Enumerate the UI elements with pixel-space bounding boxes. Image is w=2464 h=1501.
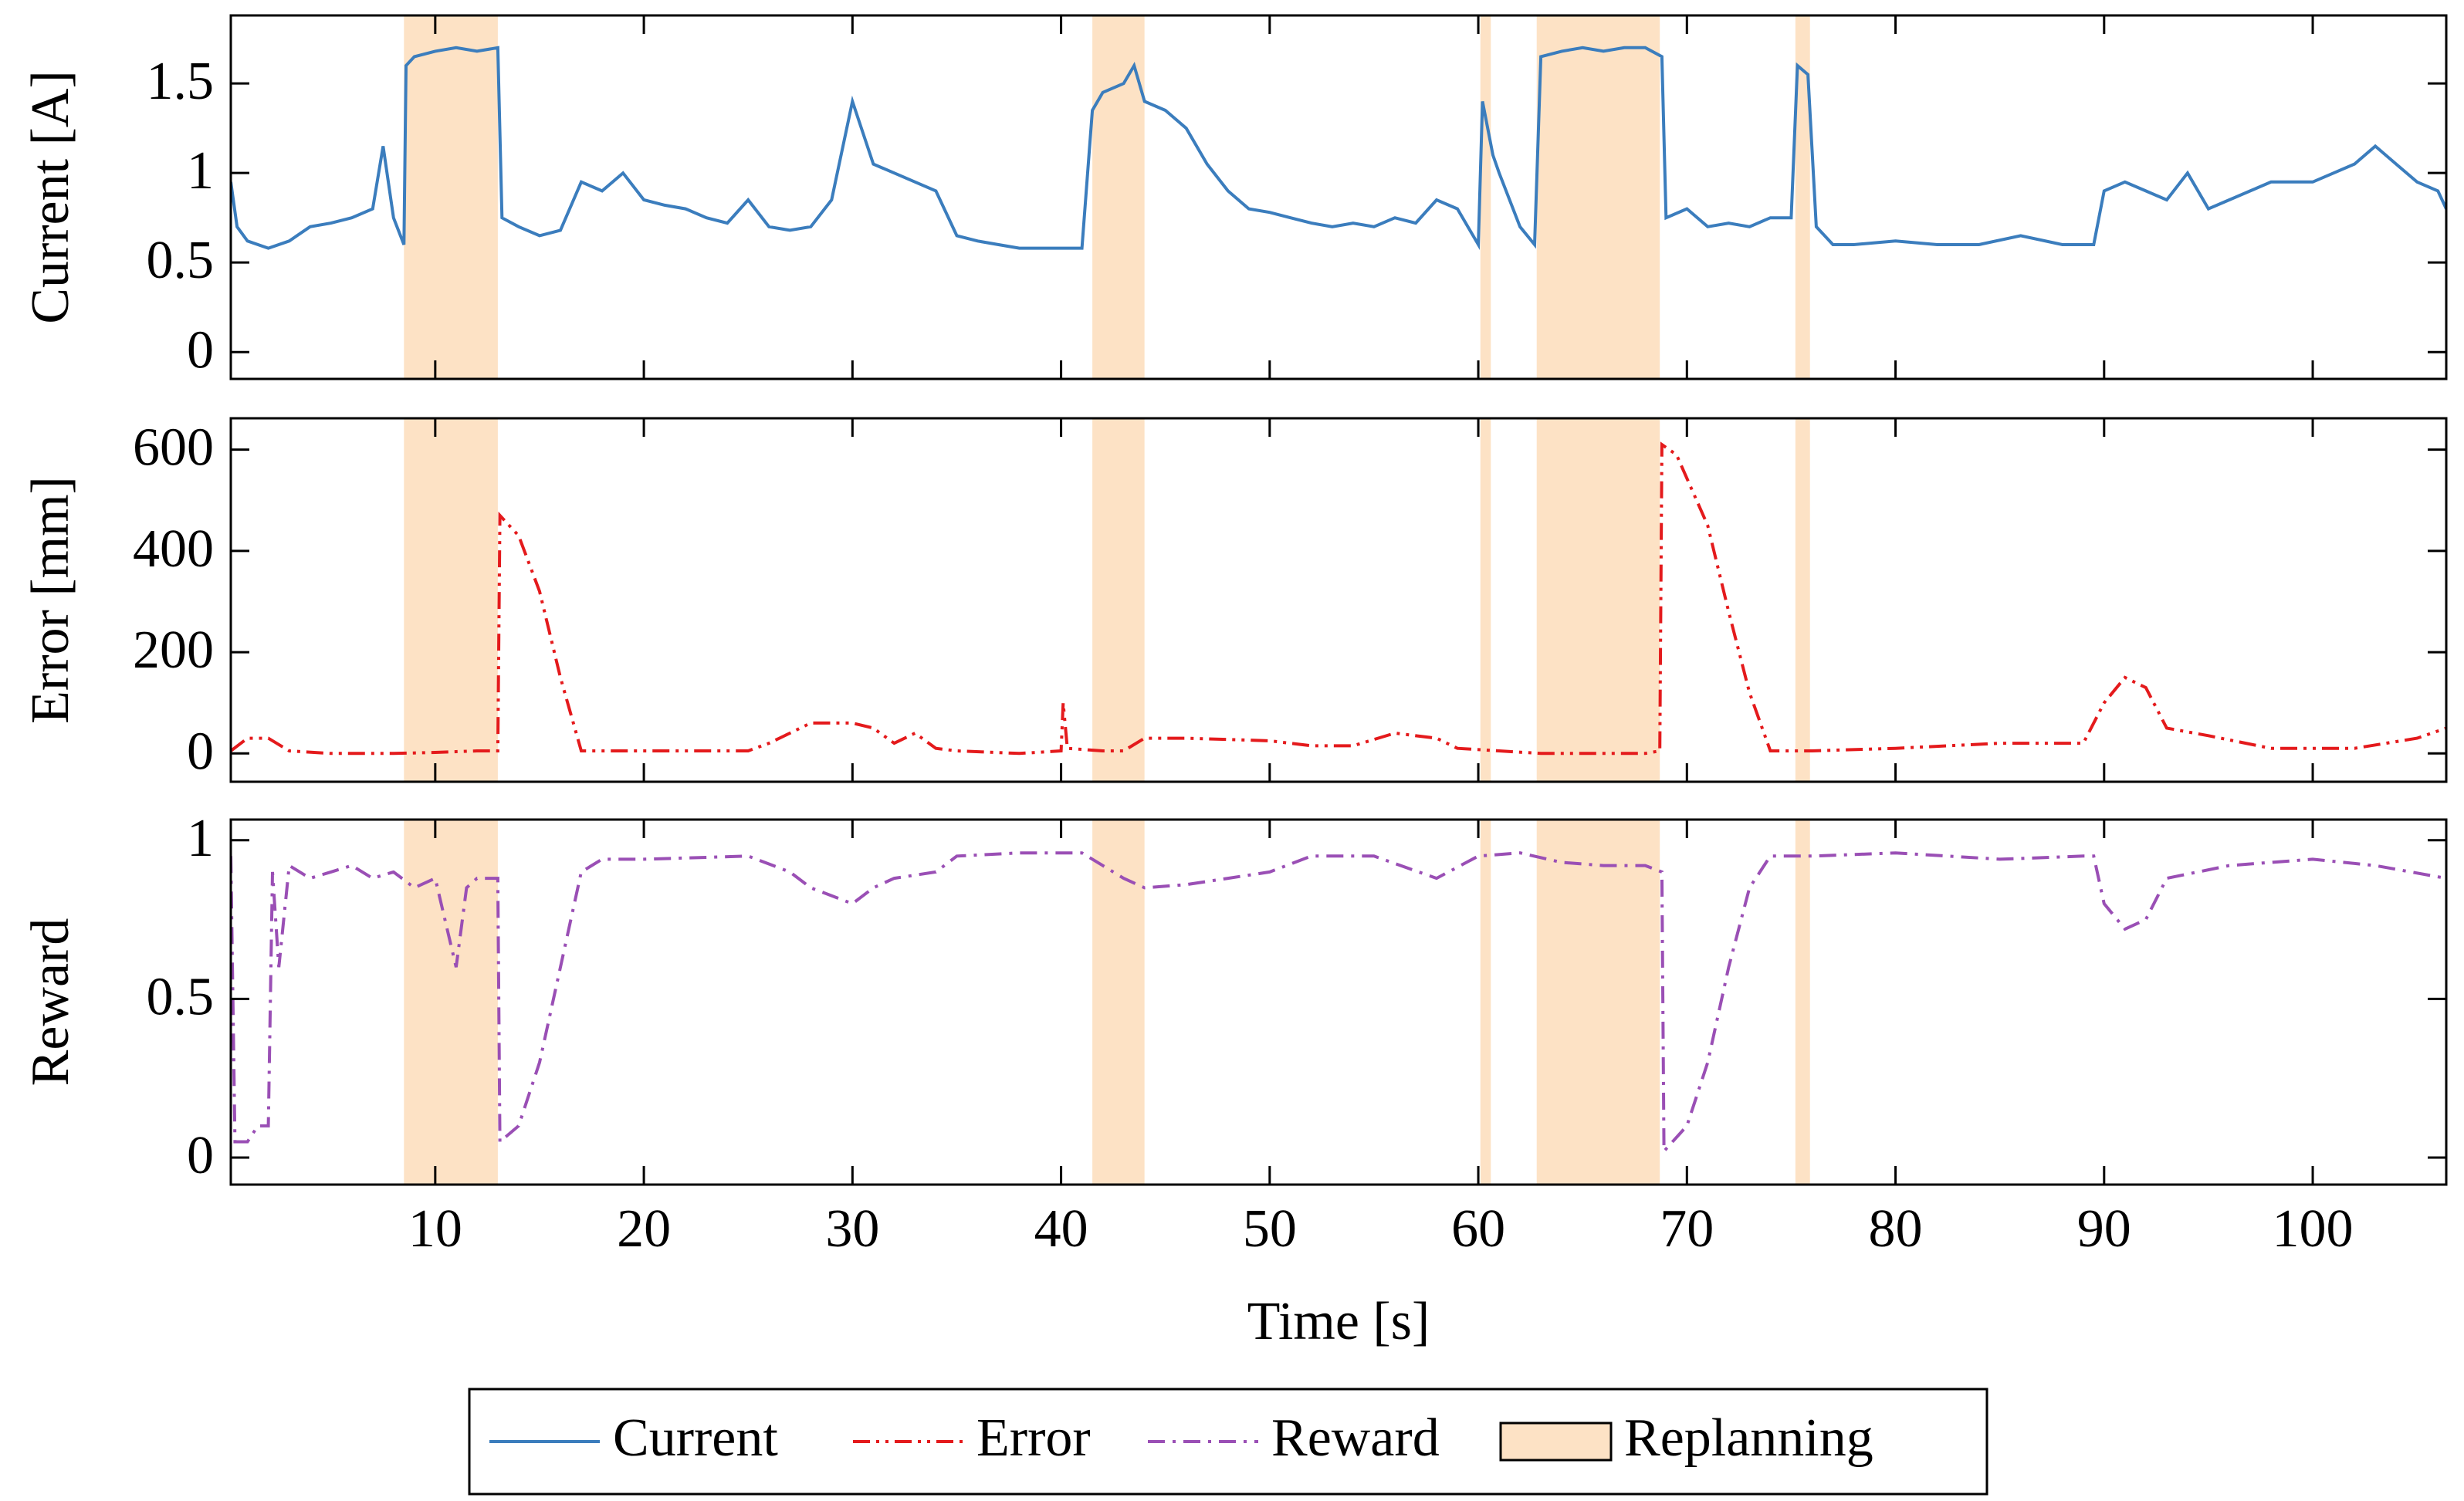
replanning-band [1480,820,1491,1185]
replanning-band [1795,15,1810,379]
legend: Current Error Reward Replanning [468,1388,1988,1496]
x-tick-label: 70 [1660,1199,1714,1259]
legend-label: Replanning [1624,1408,1873,1468]
replanning-band [404,15,498,379]
y-tick-label: 600 [133,418,214,478]
replanning-band [1795,418,1810,782]
y-tick-label: 400 [133,519,214,579]
y-tick-label: 0.5 [147,231,215,290]
y-axis-label: Current [A] [21,70,80,324]
y-tick-label: 0 [187,1126,214,1185]
axes-frame [229,818,2448,1186]
replanning-band [404,418,498,782]
y-tick-label: 1 [187,141,214,201]
replanning-band [1480,418,1491,782]
y-tick-label: 0.5 [147,967,215,1026]
replanning-band [1536,820,1660,1185]
replanning-band [1092,418,1145,782]
legend-label: Reward [1271,1408,1440,1468]
replanning-band [1536,15,1660,379]
replanning-band [1795,820,1810,1185]
x-axis-label: Time [s] [1247,1292,1430,1351]
legend-swatch [1499,1422,1613,1462]
x-tick-label: 80 [1869,1199,1923,1259]
replanning-band [1536,418,1660,782]
legend-label: Error [976,1408,1091,1468]
replanning-band [1092,820,1145,1185]
data-line [231,851,2446,1155]
replanning-band [404,820,498,1185]
axes-frame [229,14,2448,380]
x-tick-label: 20 [617,1199,671,1259]
y-tick-label: 1 [187,809,214,868]
x-tick-label: 50 [1243,1199,1297,1259]
axes-frame [229,417,2448,783]
x-tick-label: 60 [1451,1199,1505,1259]
y-axis-label: Reward [21,918,80,1087]
x-tick-label: 30 [825,1199,879,1259]
y-tick-label: 1.5 [147,52,215,111]
x-tick-label: 40 [1034,1199,1088,1259]
x-tick-label: 10 [408,1199,462,1259]
data-line [231,441,2446,756]
y-tick-label: 0 [187,320,214,380]
y-tick-label: 200 [133,620,214,680]
y-axis-label: Error [mm] [21,476,80,724]
x-tick-label: 100 [2273,1199,2354,1259]
data-line [231,46,2446,251]
replanning-band [1480,15,1491,379]
y-tick-label: 0 [187,722,214,781]
x-tick-label: 90 [2077,1199,2131,1259]
legend-label: Current [613,1408,778,1468]
